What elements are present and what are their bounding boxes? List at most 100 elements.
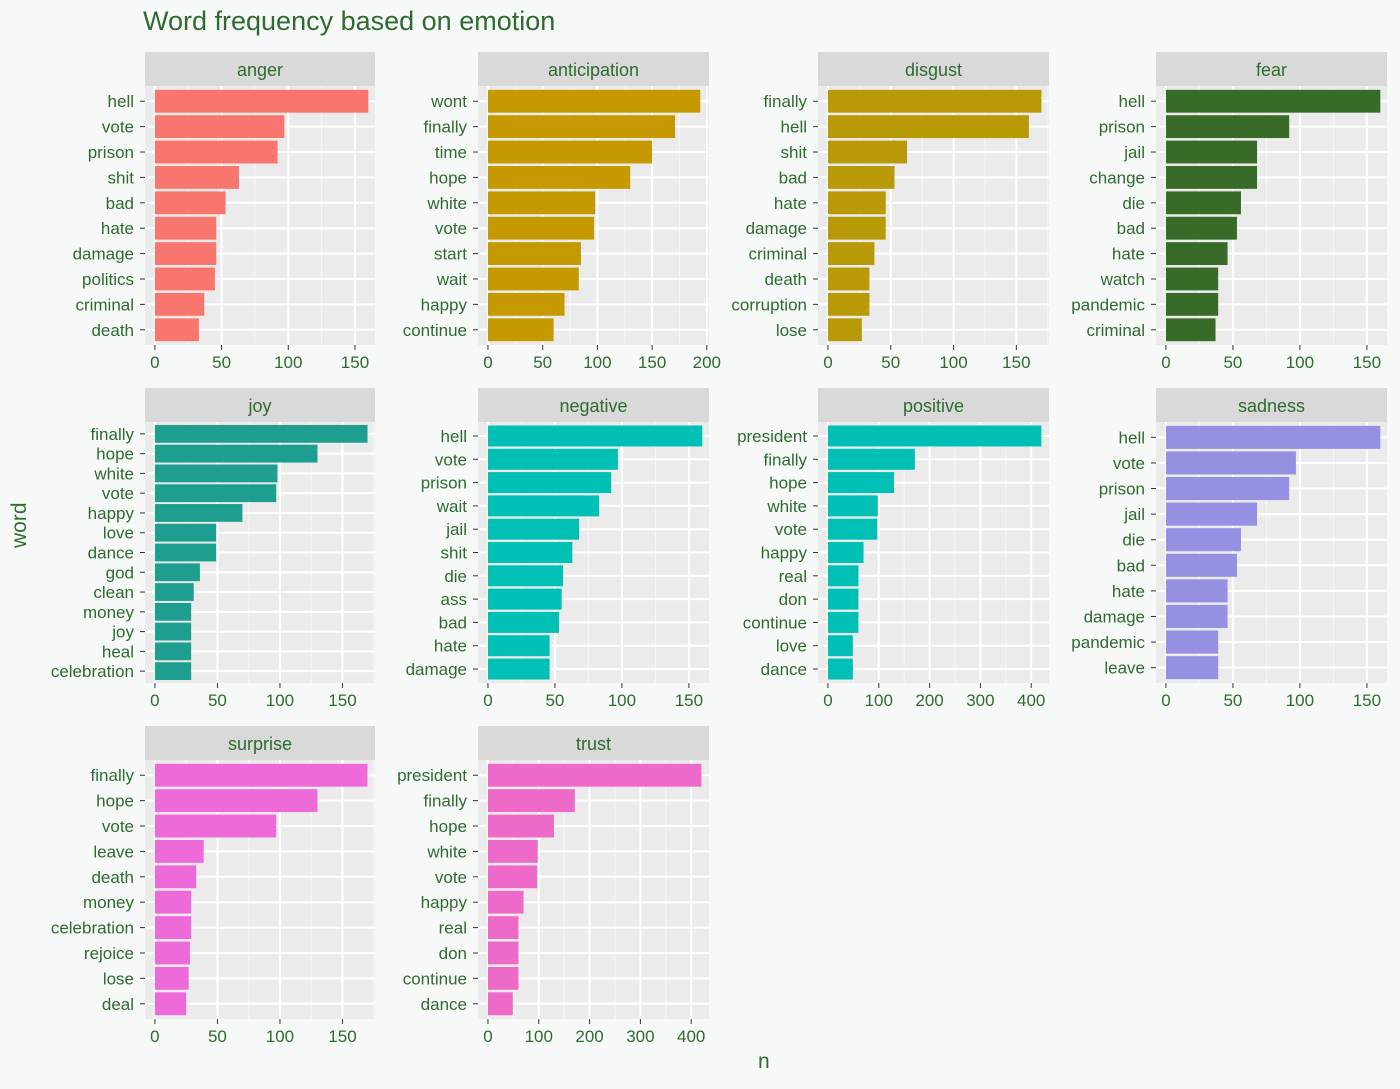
bar-vote [154,484,277,503]
bar-criminal [154,292,205,316]
x-tick-label: 0 [1161,353,1170,372]
facet-strip-label: positive [903,396,964,416]
y-tick-label: vote [435,868,467,887]
bar-vote [154,115,285,139]
y-tick-label: jail [1123,143,1145,162]
facet-panel-positive: positive 0 100 200 300 400 president finally hop… [737,388,1049,710]
bar-die [487,565,563,587]
y-tick-label: wait [436,497,468,516]
y-tick-label: god [106,563,134,582]
facet-strip [818,52,1049,86]
bar-love [827,635,853,657]
bar-hope [827,472,895,494]
bar-vote [487,216,595,240]
bar-hope [487,165,631,189]
facet-strip [818,388,1049,422]
bar-bad [487,611,559,633]
bar-finally [154,424,368,443]
bar-death [154,318,199,342]
x-tick-label: 0 [150,1027,159,1046]
y-tick-label: prison [1099,118,1145,137]
bar-don [827,588,859,610]
bar-happy [487,292,565,316]
y-tick-label: die [444,567,467,586]
x-tick-label: 100 [266,691,294,710]
bar-vote [827,518,878,540]
y-tick-label: time [435,143,467,162]
y-tick-label: celebration [51,662,134,681]
bar-celebration [154,916,192,940]
y-tick-label: finally [424,118,468,137]
y-tick-label: hate [434,637,467,656]
y-tick-label: damage [746,219,807,238]
y-tick-label: damage [73,245,134,264]
x-tick-label: 100 [1286,353,1314,372]
bar-vote [487,448,618,470]
bar-jail [487,518,580,540]
bar-real [827,565,859,587]
y-tick-label: jail [1123,505,1145,524]
bar-hate [827,191,886,215]
facet-panel-surprise: surprise 0 50 100 150 finally hope vote leave dea… [51,726,375,1046]
bar-damage [154,242,217,266]
y-tick-label: change [1089,168,1145,187]
y-tick-label: deal [102,995,134,1014]
bar-hope [154,789,318,813]
x-tick-label: 150 [328,1027,356,1046]
y-tick-label: continue [403,969,467,988]
x-tick-label: 50 [545,691,564,710]
y-tick-label: shit [781,143,808,162]
y-tick-label: politics [82,270,134,289]
bar-damage [1165,604,1228,628]
x-tick-label: 100 [865,691,893,710]
y-tick-label: hope [429,168,467,187]
facet-strip-label: sadness [1238,396,1305,416]
y-tick-label: hope [96,792,134,811]
y-tick-label: hell [1119,428,1145,447]
facet-strip [1156,52,1387,86]
facet-strip-label: negative [559,396,627,416]
bar-president [827,425,1042,447]
x-tick-label: 0 [823,691,832,710]
x-tick-label: 50 [212,353,231,372]
bar-lose [827,318,862,342]
bar-politics [154,267,215,291]
bar-dance [827,658,853,680]
y-tick-label: finally [424,792,468,811]
facet-panel-joy: joy 0 50 100 150 finallyhopewhitevotehappylov… [51,388,375,710]
y-tick-label: love [103,524,134,543]
y-tick-label: jail [445,520,467,539]
y-tick-label: death [91,868,134,887]
x-tick-label: 50 [208,691,227,710]
y-tick-label: white [93,464,134,483]
bar-don [487,941,519,965]
bar-pandemic [1165,630,1219,654]
facet-strip [478,388,709,422]
y-tick-label: ass [441,590,467,609]
y-tick-label: hell [108,92,134,111]
y-tick-label: prison [1099,480,1145,499]
y-tick-label: hate [774,194,807,213]
bar-white [487,839,538,863]
y-tick-label: money [83,603,135,622]
bar-money [154,890,192,914]
bar-bad [827,165,895,189]
y-tick-label: dance [761,660,807,679]
y-tick-label: hate [1112,582,1145,601]
x-tick-label: 100 [939,353,967,372]
y-tick-label: hope [429,817,467,836]
facet-panel-fear: fear 0 50 100 150 hell prison jail change die bad h… [1071,52,1387,372]
y-tick-label: happy [88,504,135,523]
y-tick-label: bad [106,194,134,213]
bar-president [487,763,702,787]
facet-strip-label: anticipation [548,60,639,80]
y-tick-label: hate [1112,245,1145,264]
x-tick-label: 150 [1353,691,1381,710]
chart-title: Word frequency based on emotion [143,6,556,36]
bar-prison [1165,115,1290,139]
bar-shit [154,165,239,189]
y-tick-label: hope [96,445,134,464]
x-tick-label: 50 [533,353,552,372]
x-tick-label: 400 [677,1027,705,1046]
